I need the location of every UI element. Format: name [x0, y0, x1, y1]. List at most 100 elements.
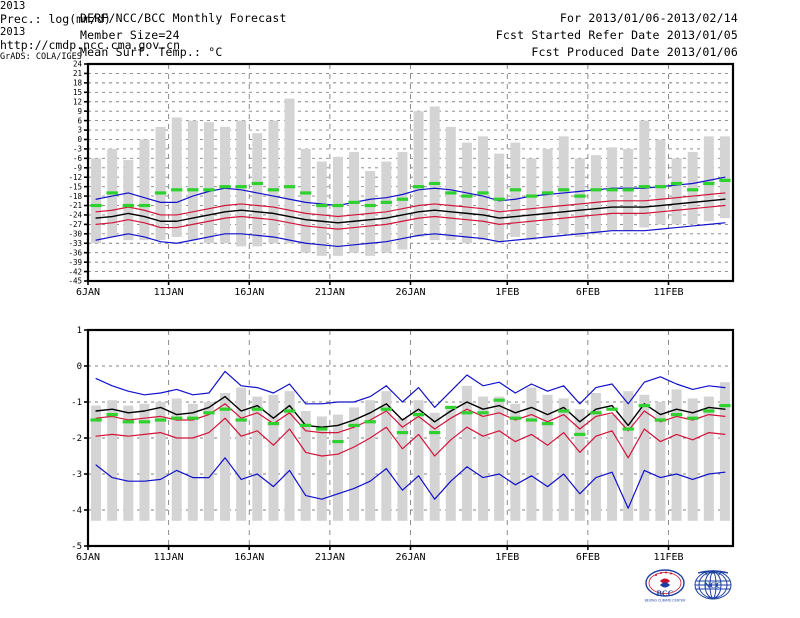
observed-mark	[267, 422, 280, 426]
observed-mark	[219, 407, 231, 411]
y-tick-label: -27	[68, 220, 82, 229]
spread-bar	[526, 158, 537, 241]
observed-mark	[332, 440, 344, 444]
observed-mark	[638, 185, 650, 189]
observed-mark	[590, 411, 602, 415]
y-tick-label: -6	[73, 154, 83, 163]
observed-marks	[90, 178, 731, 208]
spread-bar	[655, 139, 666, 225]
spread-bar	[494, 396, 505, 521]
observed-mark	[622, 188, 634, 192]
bcc-logo: BCC BEIJING CLIMATE CENTER	[644, 568, 686, 604]
spread-bar	[590, 155, 601, 234]
observed-mark	[283, 409, 296, 413]
observed-mark	[154, 191, 167, 195]
spread-bar	[252, 396, 263, 521]
observed-mark	[654, 185, 667, 189]
spread-bar	[139, 139, 150, 241]
spread-bar	[574, 409, 585, 521]
y-tick-label: -2	[71, 434, 82, 444]
spread-bar	[461, 385, 472, 521]
observed-mark	[203, 188, 215, 192]
spread-bar	[478, 396, 489, 521]
observed-mark	[445, 191, 457, 195]
observed-mark	[364, 420, 376, 424]
x-tick-label: 26JAN	[395, 552, 425, 563]
observed-mark	[461, 194, 473, 198]
observed-mark	[703, 181, 715, 186]
observed-mark	[251, 181, 263, 186]
observed-mark	[429, 431, 441, 435]
x-tick-label: 11FEB	[653, 552, 683, 563]
observed-mark	[187, 416, 199, 420]
spread-bar	[478, 136, 489, 241]
spread-bar	[671, 158, 682, 225]
observed-mark	[154, 418, 167, 422]
observed-mark	[525, 194, 538, 198]
x-tick-label: 6JAN	[76, 552, 100, 563]
observed-mark	[493, 398, 505, 402]
observed-mark	[251, 407, 263, 411]
y-tick-label: -24	[68, 211, 82, 220]
observed-mark	[687, 188, 699, 192]
outer-lower-line	[95, 457, 726, 509]
spread-bar	[703, 396, 714, 521]
spread-bar	[203, 122, 214, 244]
x-tick-label: 6JAN	[76, 287, 100, 298]
observed-mark	[219, 185, 231, 189]
x-tick-label: 26JAN	[395, 287, 425, 298]
observed-mark	[171, 416, 183, 420]
observed-mark	[187, 188, 199, 192]
spread-bar	[445, 126, 456, 241]
y-tick-label: 0	[77, 135, 82, 144]
spread-bar	[397, 418, 408, 521]
y-tick-label: -33	[68, 239, 82, 248]
observed-mark	[171, 188, 183, 192]
outer-upper-line	[95, 176, 726, 207]
x-tick-label: 11JAN	[154, 287, 184, 298]
y-tick-label: -39	[68, 258, 82, 267]
y-tick-label: -12	[68, 173, 82, 182]
observed-mark	[541, 191, 554, 195]
observed-mark	[235, 185, 247, 189]
spread-bar	[429, 412, 440, 521]
y-tick-label: 9	[77, 107, 82, 116]
spread-bar	[429, 106, 440, 241]
x-tick-label: 6FEB	[576, 287, 600, 298]
spread-bar	[639, 394, 650, 521]
observed-mark	[300, 423, 312, 427]
observed-mark	[122, 203, 134, 208]
y-tick-label: 12	[73, 97, 82, 106]
spread-bar	[655, 402, 666, 521]
spread-bar	[91, 158, 102, 244]
observed-mark	[541, 422, 554, 426]
observed-mark	[654, 418, 667, 422]
spread-bar	[332, 414, 343, 521]
spread-bar	[171, 398, 182, 521]
spread-bar	[413, 400, 424, 521]
observed-mark	[412, 185, 425, 189]
x-tick-label: 1FEB	[495, 552, 519, 563]
y-tick-label: 6	[77, 116, 82, 125]
spread-bar	[187, 120, 198, 241]
spread-bar	[719, 382, 730, 521]
x-tick-label: 11FEB	[653, 287, 683, 298]
spread-bar	[155, 126, 166, 241]
y-tick-label: -3	[73, 145, 82, 154]
svg-text:NCC: NCC	[704, 581, 722, 590]
spread-bar	[558, 136, 569, 234]
observed-mark	[332, 203, 344, 208]
ensemble-mean-line	[95, 198, 726, 224]
spread-bar	[268, 120, 279, 244]
spread-bar	[510, 403, 521, 521]
inner-lower-line	[95, 417, 726, 459]
observed-mark	[380, 407, 392, 411]
observed-mark	[396, 431, 409, 435]
y-tick-label: -30	[68, 230, 82, 239]
inner-upper-line	[95, 192, 726, 218]
y-tick-label: 18	[73, 79, 83, 88]
spread-bar	[413, 111, 424, 237]
x-tick-label: 21JAN	[315, 552, 345, 563]
y-tick-label: 15	[73, 88, 82, 97]
